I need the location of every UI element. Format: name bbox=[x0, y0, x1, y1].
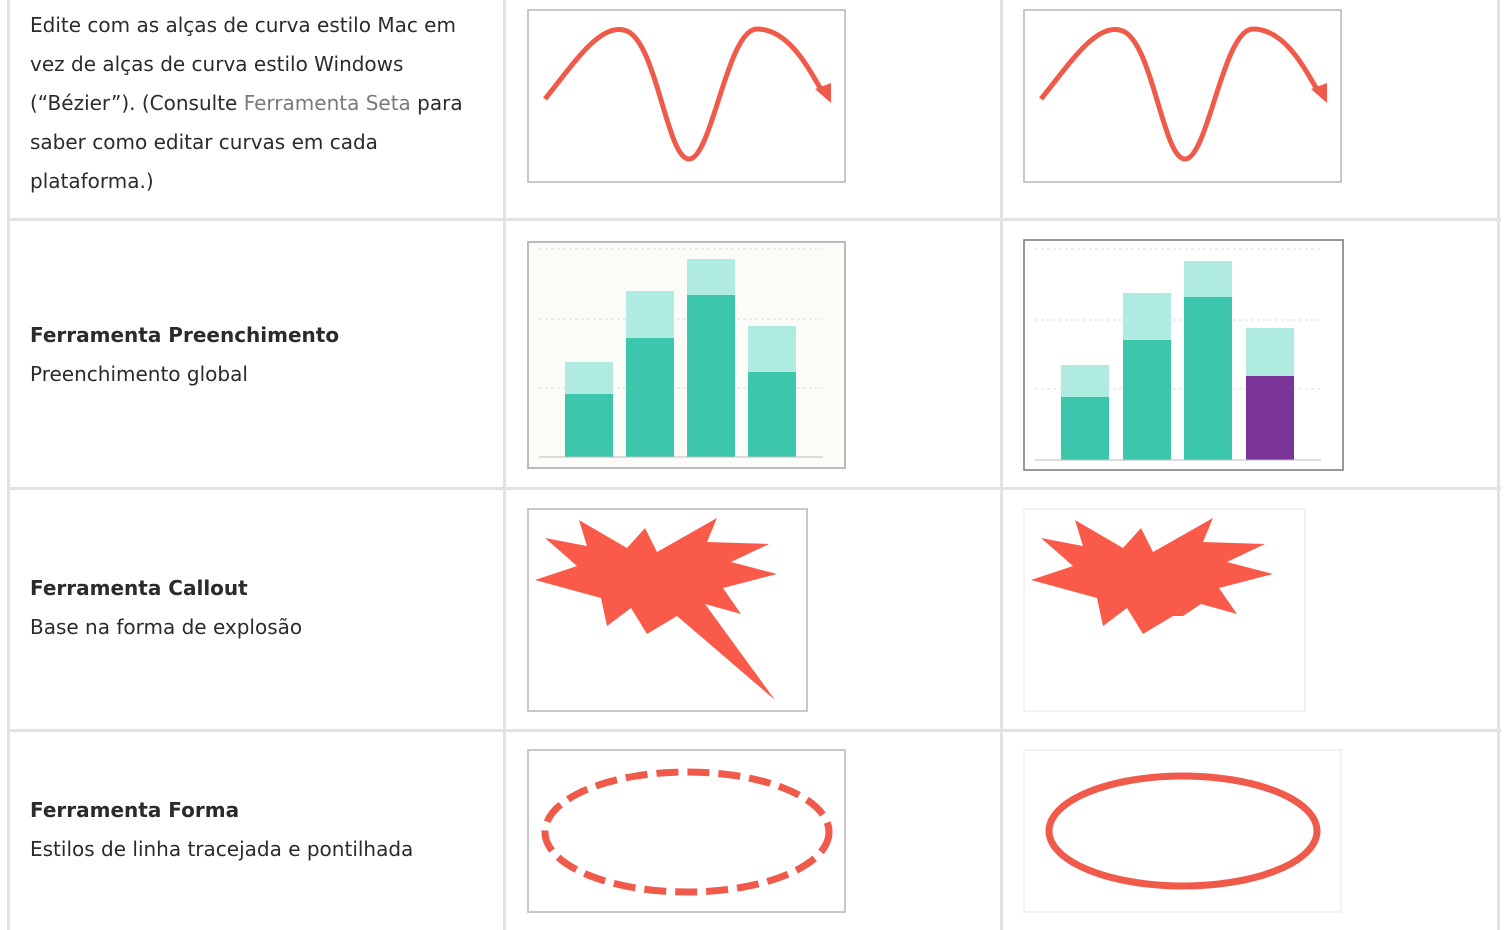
callout-image bbox=[1023, 508, 1306, 712]
border bbox=[503, 0, 506, 930]
description-cell: Ferramenta Callout Base na forma de expl… bbox=[30, 569, 490, 647]
text: Base na forma de explosão bbox=[30, 615, 303, 639]
text: Estilos de linha tracejada e pontilhada bbox=[30, 837, 414, 861]
link[interactable]: Ferramenta Seta bbox=[243, 91, 411, 115]
callout-image bbox=[527, 508, 808, 712]
text: Edite com as alças de curva estilo Mac e… bbox=[30, 13, 456, 115]
title: Ferramenta Callout bbox=[30, 576, 248, 600]
fill-image bbox=[527, 241, 846, 469]
shape-image bbox=[527, 749, 846, 913]
border bbox=[1000, 0, 1003, 930]
shape-image bbox=[1023, 749, 1342, 913]
wave-image bbox=[1023, 9, 1342, 183]
title: Ferramenta Preenchimento bbox=[30, 323, 340, 347]
title: Ferramenta Forma bbox=[30, 798, 240, 822]
fill-image bbox=[1023, 239, 1344, 471]
text: Preenchimento global bbox=[30, 362, 248, 386]
border bbox=[7, 0, 10, 930]
border bbox=[8, 487, 1501, 490]
border bbox=[8, 729, 1501, 732]
description-cell: Ferramenta Preenchimento Preenchimento g… bbox=[30, 316, 490, 394]
wave-image bbox=[527, 9, 846, 183]
border bbox=[8, 218, 1501, 221]
border bbox=[1497, 0, 1500, 930]
description-cell: Edite com as alças de curva estilo Mac e… bbox=[30, 6, 490, 201]
description-cell: Ferramenta Forma Estilos de linha tracej… bbox=[30, 791, 490, 869]
text: para saber como editar curvas em cada pl… bbox=[30, 91, 463, 193]
